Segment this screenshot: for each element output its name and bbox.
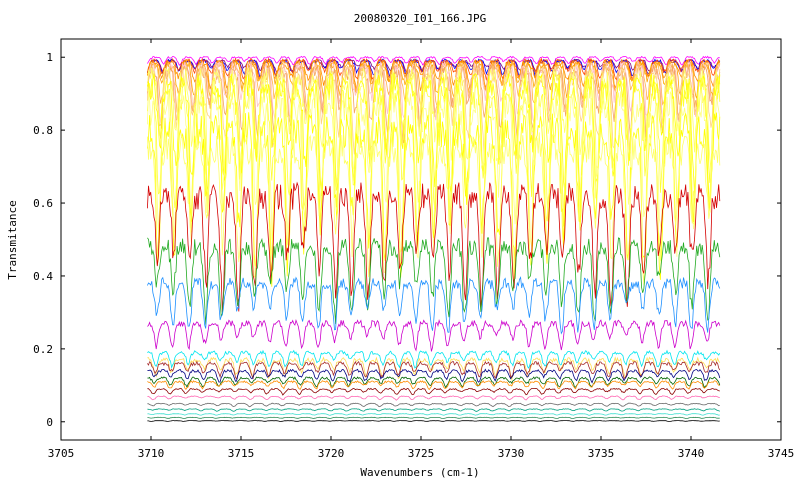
spectrum-series-line: [147, 395, 720, 401]
spectrum-series-line: [147, 132, 721, 285]
spectrum-series-line: [147, 276, 721, 335]
y-tick-label: 0: [46, 416, 53, 429]
spectrum-series-line: [147, 57, 721, 82]
spectrum-series-line: [147, 112, 721, 287]
spectrum-series-line: [147, 237, 721, 325]
y-tick-label: 1: [46, 51, 53, 64]
series-layer: [147, 55, 721, 422]
spectrum-series-line: [147, 413, 720, 416]
x-tick-label: 3730: [498, 447, 525, 460]
spectrum-series-line: [147, 181, 721, 313]
x-tick-label: 3745: [768, 447, 795, 460]
spectrum-series-line: [147, 360, 721, 380]
y-axis-label: Transmitance: [6, 200, 19, 279]
y-tick-label: 0.8: [33, 124, 53, 137]
x-tick-label: 3720: [318, 447, 345, 460]
spectrum-series-line: [147, 402, 720, 408]
spectrum-series-line: [147, 55, 720, 66]
spectrum-series-line: [147, 368, 721, 384]
spectrum-series-line: [147, 420, 720, 422]
y-tick-label: 0.2: [33, 343, 53, 356]
axis-layer: 3705 3710 3715 3720 3725 3730 3735 3740 3745 0 0.2…: [33, 39, 794, 460]
spectrum-series-line: [147, 387, 720, 396]
x-axis-label: Wavenumbers (cm-1): [360, 466, 479, 479]
spectrum-series-line: [147, 408, 720, 412]
x-tick-label: 3710: [138, 447, 165, 460]
spectrum-series-line: [147, 356, 721, 381]
y-tick-label: 0.6: [33, 197, 53, 210]
x-tick-label: 3715: [228, 447, 255, 460]
spectrum-series-line: [147, 60, 721, 114]
spectrum-series-line: [147, 380, 720, 391]
x-tick-label: 3705: [48, 447, 75, 460]
y-tick-label: 0.4: [33, 270, 53, 283]
spectrum-series-line: [147, 376, 721, 389]
x-tick-label: 3740: [678, 447, 705, 460]
chart-title: 20080320_I01_166.JPG: [354, 12, 486, 25]
spectrum-series-line: [147, 60, 721, 125]
spectrum-series-line: [147, 319, 721, 352]
spectrum-series-line: [147, 349, 721, 369]
x-tick-label: 3725: [408, 447, 435, 460]
spectrum-series-line: [147, 416, 720, 420]
x-tick-label: 3735: [588, 447, 615, 460]
